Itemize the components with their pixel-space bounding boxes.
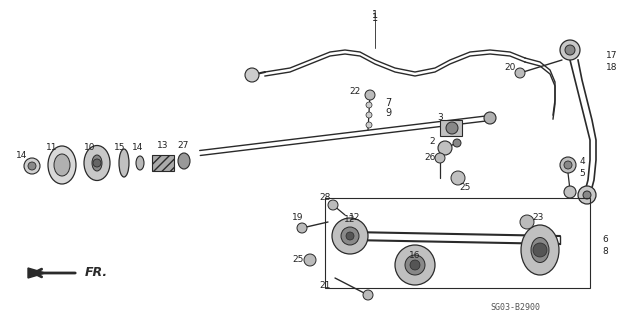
Circle shape bbox=[332, 218, 368, 254]
Text: 13: 13 bbox=[157, 140, 169, 150]
Text: 14: 14 bbox=[16, 151, 28, 160]
Text: FR.: FR. bbox=[85, 266, 108, 279]
Circle shape bbox=[515, 68, 525, 78]
Circle shape bbox=[365, 90, 375, 100]
Circle shape bbox=[363, 290, 373, 300]
Text: 6: 6 bbox=[602, 235, 608, 244]
Circle shape bbox=[583, 191, 591, 199]
Circle shape bbox=[24, 158, 40, 174]
Circle shape bbox=[435, 153, 445, 163]
Text: 26: 26 bbox=[424, 153, 436, 162]
Circle shape bbox=[366, 102, 372, 108]
Text: 9: 9 bbox=[385, 108, 391, 118]
Text: 5: 5 bbox=[579, 169, 585, 179]
Text: 2: 2 bbox=[429, 137, 435, 146]
Text: 14: 14 bbox=[132, 144, 144, 152]
Text: 12: 12 bbox=[349, 213, 361, 222]
Text: 15: 15 bbox=[115, 144, 125, 152]
Bar bbox=[325, 198, 590, 288]
Ellipse shape bbox=[84, 145, 110, 181]
Text: 27: 27 bbox=[177, 140, 189, 150]
Text: 18: 18 bbox=[606, 63, 618, 72]
Circle shape bbox=[346, 232, 354, 240]
Ellipse shape bbox=[521, 225, 559, 275]
Text: 25: 25 bbox=[460, 183, 470, 192]
Text: 11: 11 bbox=[46, 144, 58, 152]
Bar bbox=[440, 120, 462, 136]
Text: 25: 25 bbox=[292, 256, 304, 264]
Circle shape bbox=[560, 157, 576, 173]
Circle shape bbox=[328, 200, 338, 210]
Ellipse shape bbox=[178, 153, 190, 169]
Text: 10: 10 bbox=[84, 144, 96, 152]
Circle shape bbox=[438, 141, 452, 155]
Circle shape bbox=[245, 68, 259, 82]
Circle shape bbox=[410, 260, 420, 270]
Circle shape bbox=[304, 254, 316, 266]
Circle shape bbox=[484, 112, 496, 124]
Text: 28: 28 bbox=[319, 194, 331, 203]
Circle shape bbox=[446, 122, 458, 134]
Circle shape bbox=[366, 122, 372, 128]
Circle shape bbox=[366, 112, 372, 118]
Text: SG03-B2900: SG03-B2900 bbox=[490, 302, 540, 311]
Ellipse shape bbox=[119, 149, 129, 177]
Circle shape bbox=[560, 40, 580, 60]
Text: 1: 1 bbox=[372, 10, 378, 20]
Circle shape bbox=[451, 171, 465, 185]
Text: 3: 3 bbox=[437, 114, 443, 122]
Circle shape bbox=[564, 161, 572, 169]
Ellipse shape bbox=[54, 154, 70, 176]
Text: 21: 21 bbox=[319, 280, 331, 290]
Bar bbox=[152, 155, 174, 171]
Ellipse shape bbox=[136, 156, 144, 170]
Text: 16: 16 bbox=[409, 250, 420, 259]
Text: 19: 19 bbox=[292, 213, 304, 222]
Circle shape bbox=[520, 215, 534, 229]
Ellipse shape bbox=[48, 146, 76, 184]
Ellipse shape bbox=[92, 155, 102, 171]
Text: 1: 1 bbox=[372, 13, 378, 23]
Text: 4: 4 bbox=[579, 158, 585, 167]
Circle shape bbox=[578, 186, 596, 204]
Text: 17: 17 bbox=[606, 50, 618, 60]
Circle shape bbox=[93, 159, 101, 167]
Text: 20: 20 bbox=[504, 63, 516, 72]
Ellipse shape bbox=[531, 238, 549, 263]
Text: 22: 22 bbox=[349, 87, 360, 97]
Text: 12: 12 bbox=[344, 216, 356, 225]
Text: 23: 23 bbox=[532, 213, 544, 222]
Circle shape bbox=[297, 223, 307, 233]
Polygon shape bbox=[28, 268, 45, 278]
Text: 8: 8 bbox=[602, 248, 608, 256]
Circle shape bbox=[341, 227, 359, 245]
Circle shape bbox=[28, 162, 36, 170]
Circle shape bbox=[405, 255, 425, 275]
Circle shape bbox=[564, 186, 576, 198]
Circle shape bbox=[395, 245, 435, 285]
Circle shape bbox=[565, 45, 575, 55]
Circle shape bbox=[453, 139, 461, 147]
Circle shape bbox=[533, 243, 547, 257]
Text: 7: 7 bbox=[385, 98, 391, 108]
